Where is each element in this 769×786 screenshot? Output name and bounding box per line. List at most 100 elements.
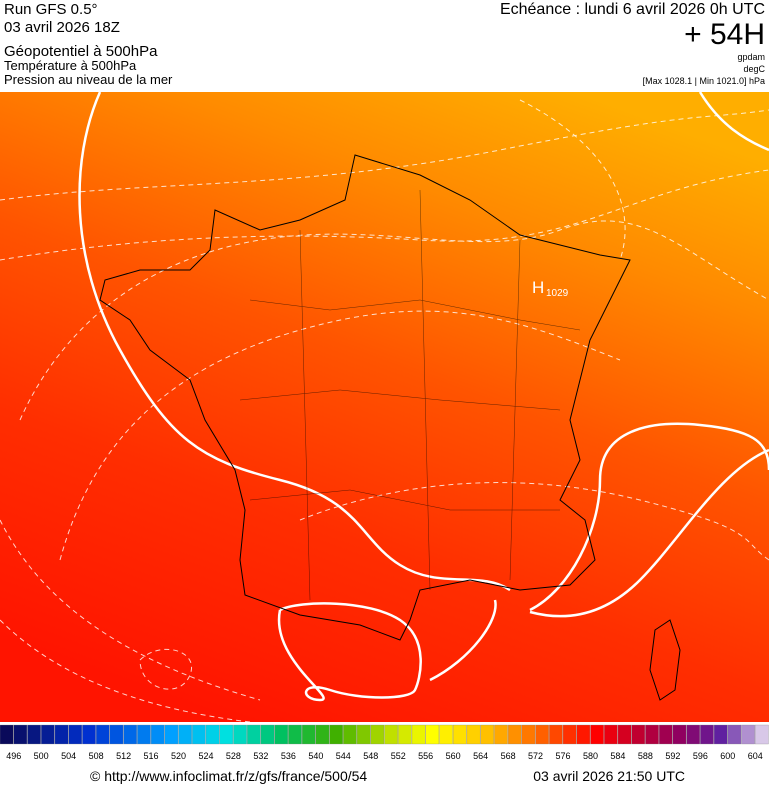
colorbar-swatch <box>604 724 618 745</box>
timestamp: 03 avril 2026 21:50 UTC <box>533 768 685 784</box>
run-date: 03 avril 2026 18Z <box>4 19 120 36</box>
colorbar-swatch <box>617 724 632 745</box>
colorbar-swatch <box>164 724 179 745</box>
colorbar-label: 544 <box>336 751 351 761</box>
colorbar-swatch <box>727 724 742 745</box>
colorbar-swatch <box>713 724 728 745</box>
colorbar-swatch <box>384 724 398 745</box>
colorbar-label: 552 <box>391 751 406 761</box>
colorbar-swatch <box>95 724 110 745</box>
colorbar-label: 604 <box>748 751 763 761</box>
colorbar-swatch <box>178 724 192 745</box>
colorbar-swatch <box>672 724 687 745</box>
colorbar-swatch <box>535 724 549 745</box>
colorbar-swatch <box>137 724 151 745</box>
colorbar-swatch <box>288 724 302 745</box>
layer-title: Géopotentiel à 500hPa <box>4 43 158 60</box>
colorbar-label: 596 <box>693 751 708 761</box>
high-symbol: H <box>532 278 544 297</box>
colorbar-swatch <box>41 724 55 745</box>
colorbar-swatch <box>274 724 289 745</box>
lead-time: + 54H <box>684 18 765 51</box>
colorbar-swatch <box>68 724 83 745</box>
colorbar-swatch <box>494 724 508 745</box>
colorbar-swatch <box>439 724 453 745</box>
colorbar-swatch <box>205 724 220 745</box>
colorbar-swatch <box>549 724 563 745</box>
corsica-outline <box>649 619 681 701</box>
colorbar-swatch <box>54 724 69 745</box>
colorbar-label: 508 <box>89 751 104 761</box>
high-value: 1029 <box>546 288 569 299</box>
colorbar-label: 520 <box>171 751 186 761</box>
colorbar-label: 560 <box>446 751 461 761</box>
layer-title: Température à 500hPa <box>4 58 137 73</box>
colorbar-swatch <box>411 724 426 745</box>
source: © http://www.infoclimat.fr/z/gfs/france/… <box>90 768 367 784</box>
colorbar-label: 512 <box>116 751 131 761</box>
colorbar-swatch <box>343 724 357 745</box>
colorbar-swatch <box>150 724 165 745</box>
colorbar-label: 504 <box>61 751 76 761</box>
colorbar-label: 548 <box>363 751 378 761</box>
france-outline <box>99 154 631 641</box>
colorbar-swatch <box>82 724 96 745</box>
colorbar-swatch <box>480 724 495 745</box>
colorbar-swatch <box>247 724 261 745</box>
unit: degC <box>743 64 765 74</box>
colorbar-swatch <box>219 724 234 745</box>
colorbar-swatch <box>466 724 481 745</box>
colorbar-swatch <box>13 724 28 745</box>
colorbar-label: 584 <box>610 751 625 761</box>
colorbar-swatch <box>398 724 412 745</box>
colorbar-swatch <box>370 724 385 745</box>
colorbar-swatch <box>755 724 769 745</box>
department-borders <box>239 189 581 601</box>
colorbar-label: 564 <box>473 751 488 761</box>
colorbar-swatch <box>576 724 591 745</box>
colorbar-swatch <box>631 724 646 745</box>
colorbar-label: 588 <box>638 751 653 761</box>
pressure-range: [Max 1028.1 | Min 1021.0] hPa <box>643 76 765 86</box>
unit: gpdam <box>737 52 765 62</box>
layer-title: Pression au niveau de la mer <box>4 72 173 87</box>
colorbar-swatch <box>356 724 371 745</box>
geopotential-contours <box>78 92 769 702</box>
colorbar-swatch <box>590 724 604 745</box>
colorbar-swatch <box>507 724 522 745</box>
colorbar-swatch <box>453 724 467 745</box>
colorbar-label: 536 <box>281 751 296 761</box>
colorbar-label: 496 <box>6 751 21 761</box>
temperature-field <box>0 92 769 722</box>
colorbar-swatch <box>260 724 275 745</box>
colorbar-swatch <box>315 724 330 745</box>
colorbar-label: 580 <box>583 751 598 761</box>
colorbar-swatch <box>123 724 137 745</box>
colorbar-swatch <box>233 724 247 745</box>
colorbar-label: 500 <box>34 751 49 761</box>
map: H 1029 <box>0 92 769 722</box>
colorbar-label: 540 <box>308 751 323 761</box>
colorbar: 496 500 504 508 512 516 520 524 528 532 536 540 544 5… <box>0 724 769 761</box>
colorbar-swatch <box>741 724 755 745</box>
run: Run GFS 0.5° <box>4 1 98 18</box>
colorbar-swatch <box>645 724 659 745</box>
colorbar-swatch <box>27 724 41 745</box>
colorbar-label: 528 <box>226 751 241 761</box>
colorbar-swatch <box>301 724 316 745</box>
colorbar-label: 592 <box>665 751 680 761</box>
colorbar-swatch <box>192 724 206 745</box>
colorbar-swatch <box>109 724 124 745</box>
colorbar-label: 516 <box>144 751 159 761</box>
colorbar-swatch <box>700 724 714 745</box>
colorbar-swatch <box>562 724 577 745</box>
colorbar-swatch <box>658 724 673 745</box>
colorbar-swatch <box>521 724 536 745</box>
colorbar-swatch <box>686 724 700 745</box>
valid-time: Echéance : lundi 6 avril 2026 0h UTC <box>500 1 765 18</box>
colorbar-label: 572 <box>528 751 543 761</box>
colorbar-label: 524 <box>198 751 213 761</box>
colorbar-swatch <box>329 724 343 745</box>
